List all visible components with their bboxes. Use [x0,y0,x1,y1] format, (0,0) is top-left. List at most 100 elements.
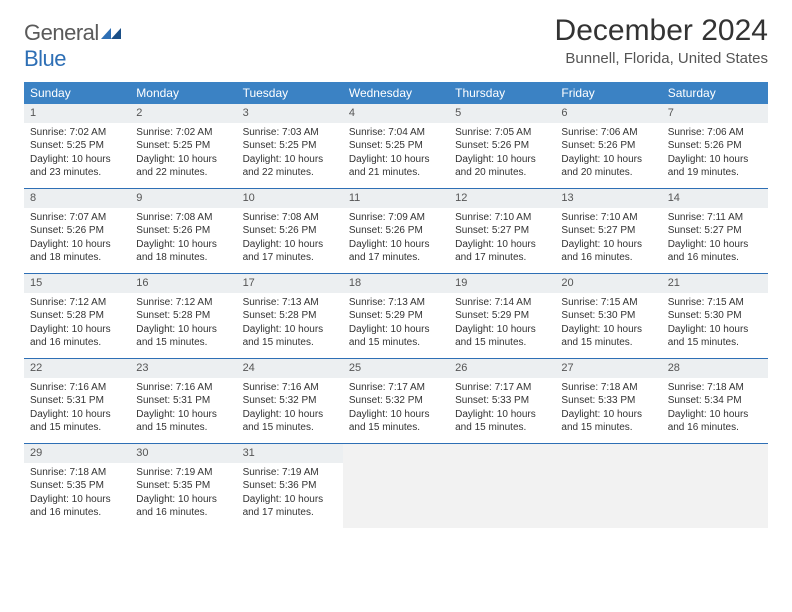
daylight-text: Daylight: 10 hours [455,323,549,337]
sunrise-text: Sunrise: 7:19 AM [136,466,230,480]
day-body: Sunrise: 7:09 AMSunset: 5:26 PMDaylight:… [343,208,449,269]
day-number: 13 [555,189,661,208]
daylight-text: and 17 minutes. [455,251,549,265]
day-number: 3 [237,104,343,123]
daylight-text: Daylight: 10 hours [349,323,443,337]
sunset-text: Sunset: 5:30 PM [668,309,762,323]
calendar-cell: 21Sunrise: 7:15 AMSunset: 5:30 PMDayligh… [662,274,768,358]
day-body: Sunrise: 7:06 AMSunset: 5:26 PMDaylight:… [555,123,661,184]
calendar-week-row: 22Sunrise: 7:16 AMSunset: 5:31 PMDayligh… [24,359,768,444]
calendar-cell: 14Sunrise: 7:11 AMSunset: 5:27 PMDayligh… [662,189,768,273]
daylight-text: Daylight: 10 hours [561,408,655,422]
calendar-week-row: 8Sunrise: 7:07 AMSunset: 5:26 PMDaylight… [24,189,768,274]
daylight-text: and 15 minutes. [136,421,230,435]
day-body: Sunrise: 7:06 AMSunset: 5:26 PMDaylight:… [662,123,768,184]
day-body: Sunrise: 7:05 AMSunset: 5:26 PMDaylight:… [449,123,555,184]
calendar-page: General Blue December 2024 Bunnell, Flor… [0,0,792,542]
sunrise-text: Sunrise: 7:16 AM [30,381,124,395]
weekday-header-row: Sunday Monday Tuesday Wednesday Thursday… [24,82,768,104]
calendar-cell [343,444,449,528]
daylight-text: Daylight: 10 hours [455,238,549,252]
sunrise-text: Sunrise: 7:13 AM [243,296,337,310]
daylight-text: Daylight: 10 hours [668,408,762,422]
calendar-cell [662,444,768,528]
sunrise-text: Sunrise: 7:06 AM [561,126,655,140]
calendar-cell: 6Sunrise: 7:06 AMSunset: 5:26 PMDaylight… [555,104,661,188]
sunset-text: Sunset: 5:36 PM [243,479,337,493]
daylight-text: and 16 minutes. [30,336,124,350]
daylight-text: and 23 minutes. [30,166,124,180]
weekday-header: Sunday [24,82,130,104]
sunset-text: Sunset: 5:33 PM [455,394,549,408]
sunrise-text: Sunrise: 7:17 AM [455,381,549,395]
day-number: 20 [555,274,661,293]
calendar-cell: 30Sunrise: 7:19 AMSunset: 5:35 PMDayligh… [130,444,236,528]
calendar-cell: 3Sunrise: 7:03 AMSunset: 5:25 PMDaylight… [237,104,343,188]
calendar-cell: 1Sunrise: 7:02 AMSunset: 5:25 PMDaylight… [24,104,130,188]
day-body: Sunrise: 7:03 AMSunset: 5:25 PMDaylight:… [237,123,343,184]
calendar-cell: 7Sunrise: 7:06 AMSunset: 5:26 PMDaylight… [662,104,768,188]
page-header: General Blue December 2024 Bunnell, Flor… [24,14,768,72]
sunrise-text: Sunrise: 7:10 AM [455,211,549,225]
calendar-cell [555,444,661,528]
sunset-text: Sunset: 5:31 PM [30,394,124,408]
day-body: Sunrise: 7:08 AMSunset: 5:26 PMDaylight:… [130,208,236,269]
daylight-text: Daylight: 10 hours [30,153,124,167]
sunrise-text: Sunrise: 7:09 AM [349,211,443,225]
daylight-text: and 15 minutes. [243,336,337,350]
daylight-text: and 18 minutes. [136,251,230,265]
daylight-text: Daylight: 10 hours [136,153,230,167]
calendar-cell: 20Sunrise: 7:15 AMSunset: 5:30 PMDayligh… [555,274,661,358]
day-number: 30 [130,444,236,463]
calendar-cell: 31Sunrise: 7:19 AMSunset: 5:36 PMDayligh… [237,444,343,528]
day-body: Sunrise: 7:18 AMSunset: 5:34 PMDaylight:… [662,378,768,439]
daylight-text: Daylight: 10 hours [136,238,230,252]
day-number: 18 [343,274,449,293]
day-number: 24 [237,359,343,378]
sunrise-text: Sunrise: 7:16 AM [243,381,337,395]
calendar-cell: 29Sunrise: 7:18 AMSunset: 5:35 PMDayligh… [24,444,130,528]
daylight-text: and 19 minutes. [668,166,762,180]
calendar-cell: 11Sunrise: 7:09 AMSunset: 5:26 PMDayligh… [343,189,449,273]
daylight-text: and 22 minutes. [136,166,230,180]
daylight-text: and 15 minutes. [349,336,443,350]
day-number: 14 [662,189,768,208]
day-body: Sunrise: 7:10 AMSunset: 5:27 PMDaylight:… [555,208,661,269]
daylight-text: Daylight: 10 hours [561,238,655,252]
daylight-text: Daylight: 10 hours [668,153,762,167]
sunset-text: Sunset: 5:30 PM [561,309,655,323]
daylight-text: and 16 minutes. [561,251,655,265]
logo-blue: Blue [24,46,66,71]
daylight-text: Daylight: 10 hours [349,408,443,422]
daylight-text: Daylight: 10 hours [668,323,762,337]
sunrise-text: Sunrise: 7:13 AM [349,296,443,310]
sunset-text: Sunset: 5:26 PM [561,139,655,153]
calendar-cell: 9Sunrise: 7:08 AMSunset: 5:26 PMDaylight… [130,189,236,273]
daylight-text: and 15 minutes. [136,336,230,350]
day-body: Sunrise: 7:16 AMSunset: 5:31 PMDaylight:… [24,378,130,439]
sunrise-text: Sunrise: 7:19 AM [243,466,337,480]
daylight-text: and 16 minutes. [668,251,762,265]
sunrise-text: Sunrise: 7:02 AM [30,126,124,140]
calendar-cell: 17Sunrise: 7:13 AMSunset: 5:28 PMDayligh… [237,274,343,358]
sunset-text: Sunset: 5:29 PM [349,309,443,323]
daylight-text: and 15 minutes. [349,421,443,435]
day-number: 16 [130,274,236,293]
calendar-cell: 27Sunrise: 7:18 AMSunset: 5:33 PMDayligh… [555,359,661,443]
sunset-text: Sunset: 5:31 PM [136,394,230,408]
sunrise-text: Sunrise: 7:04 AM [349,126,443,140]
day-body: Sunrise: 7:12 AMSunset: 5:28 PMDaylight:… [24,293,130,354]
daylight-text: and 15 minutes. [455,336,549,350]
daylight-text: and 15 minutes. [243,421,337,435]
day-body: Sunrise: 7:15 AMSunset: 5:30 PMDaylight:… [662,293,768,354]
sunset-text: Sunset: 5:25 PM [136,139,230,153]
daylight-text: Daylight: 10 hours [349,153,443,167]
sunrise-text: Sunrise: 7:08 AM [243,211,337,225]
calendar-cell: 4Sunrise: 7:04 AMSunset: 5:25 PMDaylight… [343,104,449,188]
daylight-text: Daylight: 10 hours [136,493,230,507]
daylight-text: Daylight: 10 hours [30,238,124,252]
calendar-cell: 16Sunrise: 7:12 AMSunset: 5:28 PMDayligh… [130,274,236,358]
day-number: 7 [662,104,768,123]
daylight-text: Daylight: 10 hours [243,323,337,337]
calendar-cell: 8Sunrise: 7:07 AMSunset: 5:26 PMDaylight… [24,189,130,273]
